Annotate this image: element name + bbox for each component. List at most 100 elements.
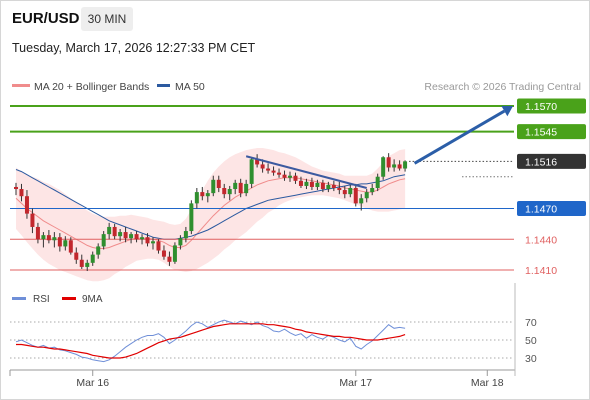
level-label-box bbox=[517, 98, 586, 114]
candle-body bbox=[309, 181, 314, 187]
candle-body bbox=[260, 164, 265, 169]
candle-body bbox=[249, 159, 254, 184]
time-axis-label: Mar 16 bbox=[76, 377, 109, 389]
level-label-box bbox=[517, 201, 586, 216]
ma9-legend-label: 9MA bbox=[82, 294, 103, 305]
candle-body bbox=[392, 164, 397, 168]
ma50-legend-swatch bbox=[157, 84, 170, 87]
candle-body bbox=[233, 182, 238, 190]
timeframe-badge[interactable]: 30 MIN bbox=[81, 7, 133, 31]
level-label: 1.1516 bbox=[525, 156, 557, 168]
forecast-arrow-head bbox=[501, 105, 513, 117]
candle-body bbox=[189, 203, 194, 232]
rsi-legend-label: RSI bbox=[33, 294, 50, 305]
moving-averages bbox=[15, 169, 406, 249]
candle-body bbox=[227, 189, 232, 195]
rsi-level-label: 70 bbox=[525, 317, 537, 329]
candle-body bbox=[24, 196, 29, 214]
candle-body bbox=[337, 188, 342, 191]
level-label: 1.1570 bbox=[525, 101, 557, 113]
candle-body bbox=[112, 226, 117, 237]
candle-body bbox=[156, 241, 161, 251]
candle-body bbox=[381, 157, 386, 177]
candle-body bbox=[96, 246, 101, 255]
candle-body bbox=[216, 179, 221, 188]
candle-body bbox=[134, 234, 139, 240]
candle-body bbox=[282, 174, 287, 178]
candle-body bbox=[403, 161, 408, 169]
candle-body bbox=[211, 179, 216, 194]
rsi-level-label: 30 bbox=[525, 353, 537, 365]
level-label: 1.1410 bbox=[525, 265, 557, 277]
rsi-legend-swatch bbox=[12, 297, 26, 300]
candle-body bbox=[348, 188, 353, 195]
time-axis-label: Mar 17 bbox=[339, 377, 372, 389]
rsi-level-label: 50 bbox=[525, 335, 537, 347]
forecast-arrow-shaft bbox=[413, 109, 506, 165]
candle-body bbox=[68, 240, 73, 253]
time-axis: Mar 16 Mar 17 Mar 18 bbox=[9, 283, 516, 389]
candle-body bbox=[46, 235, 51, 241]
ma50-line bbox=[15, 169, 406, 240]
symbol-title: EUR/USD bbox=[12, 10, 80, 27]
candle-body bbox=[194, 192, 199, 204]
candle-body bbox=[14, 186, 18, 190]
candle-body bbox=[145, 237, 150, 244]
bollinger-band-area bbox=[16, 148, 406, 282]
ma50-legend-label: MA 50 bbox=[175, 81, 205, 93]
candle-body bbox=[183, 231, 188, 239]
level-label-box bbox=[517, 124, 586, 140]
candle-body bbox=[57, 237, 62, 247]
candle-body bbox=[30, 213, 35, 227]
candle-body bbox=[107, 226, 112, 235]
candle-body bbox=[342, 190, 347, 195]
candle-body bbox=[397, 164, 402, 169]
ma20-legend-label: MA 20 + Bollinger Bands bbox=[34, 81, 149, 93]
candle-body bbox=[85, 262, 90, 267]
time-axis-label: Mar 18 bbox=[471, 377, 504, 389]
legend: MA 20 + Bollinger Bands MA 50 Research ©… bbox=[12, 81, 581, 305]
candle-body bbox=[123, 232, 128, 239]
candle-body bbox=[364, 192, 369, 199]
price-levels: 1.1570 1.1545 1.1516 1.1470 1.1440 1.1410 bbox=[10, 98, 586, 277]
candle-body bbox=[370, 188, 375, 193]
candle-body bbox=[293, 175, 298, 181]
ma9-legend-swatch bbox=[62, 297, 76, 300]
candle-body bbox=[118, 232, 123, 237]
candle-body bbox=[140, 237, 145, 240]
annotations bbox=[245, 105, 513, 189]
level-label-box bbox=[517, 153, 586, 169]
candle-body bbox=[288, 175, 292, 178]
candle-body bbox=[271, 170, 276, 173]
candle-body bbox=[359, 198, 364, 204]
candle-body bbox=[19, 189, 24, 197]
candle-body bbox=[129, 234, 134, 239]
candle-body bbox=[151, 241, 155, 244]
candle-body bbox=[375, 176, 380, 188]
candle-body bbox=[320, 182, 325, 190]
candle-body bbox=[52, 237, 57, 241]
candle-body bbox=[326, 184, 331, 190]
source-label: Research © 2026 Trading Central bbox=[424, 81, 581, 93]
candle-body bbox=[315, 182, 320, 187]
trend-line bbox=[245, 155, 367, 189]
candle-body bbox=[101, 234, 106, 247]
candle-body bbox=[90, 254, 95, 263]
rsi-line bbox=[15, 319, 406, 363]
level-label: 1.1545 bbox=[525, 127, 557, 139]
candle-body bbox=[35, 226, 40, 240]
candle-body bbox=[79, 259, 84, 267]
candle-body bbox=[266, 168, 271, 171]
candle-body bbox=[200, 192, 205, 197]
candle-body bbox=[41, 235, 46, 240]
candle-body bbox=[222, 188, 227, 195]
candle-body bbox=[74, 252, 79, 260]
candle-body bbox=[238, 182, 243, 194]
timestamp: Tuesday, March 17, 2026 12:27:33 PM CET bbox=[12, 41, 256, 55]
candle-body bbox=[255, 159, 260, 165]
candle-body bbox=[205, 193, 210, 197]
candle-body bbox=[298, 180, 303, 186]
candle-body bbox=[161, 250, 166, 257]
candle-body bbox=[331, 184, 336, 188]
